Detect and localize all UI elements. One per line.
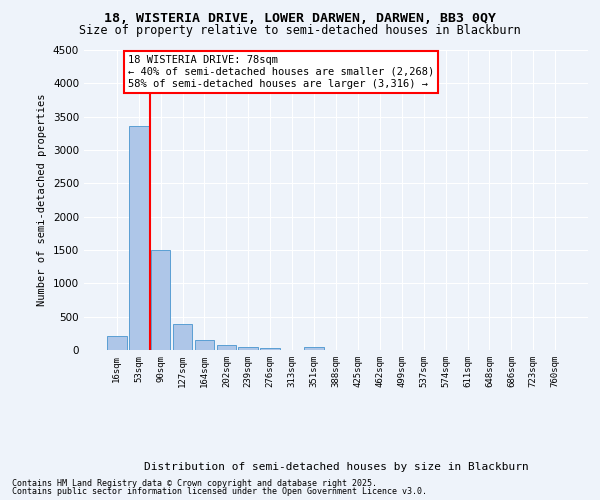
Bar	[173, 324, 193, 350]
Bar	[194, 340, 214, 350]
Y-axis label: Number of semi-detached properties: Number of semi-detached properties	[37, 94, 47, 306]
Text: Contains HM Land Registry data © Crown copyright and database right 2025.: Contains HM Land Registry data © Crown c…	[12, 478, 377, 488]
Bar	[217, 345, 236, 350]
Bar	[238, 347, 258, 350]
Text: Size of property relative to semi-detached houses in Blackburn: Size of property relative to semi-detach…	[79, 24, 521, 37]
Bar	[107, 336, 127, 350]
Text: 18 WISTERIA DRIVE: 78sqm
← 40% of semi-detached houses are smaller (2,268)
58% o: 18 WISTERIA DRIVE: 78sqm ← 40% of semi-d…	[128, 56, 434, 88]
Bar	[151, 250, 170, 350]
Bar	[129, 126, 149, 350]
Bar	[304, 347, 324, 350]
Bar	[260, 348, 280, 350]
Text: Contains public sector information licensed under the Open Government Licence v3: Contains public sector information licen…	[12, 487, 427, 496]
Text: Distribution of semi-detached houses by size in Blackburn: Distribution of semi-detached houses by …	[143, 462, 529, 472]
Text: 18, WISTERIA DRIVE, LOWER DARWEN, DARWEN, BB3 0QY: 18, WISTERIA DRIVE, LOWER DARWEN, DARWEN…	[104, 12, 496, 26]
